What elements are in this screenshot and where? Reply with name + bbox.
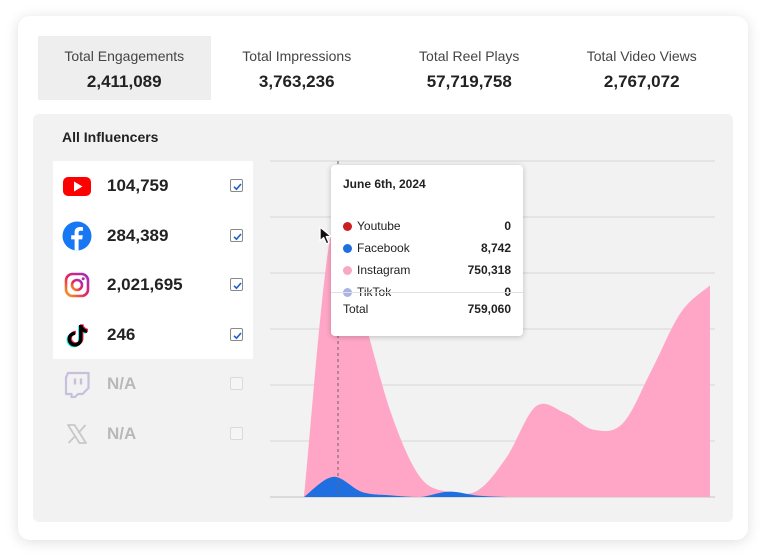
platform-value: N/A xyxy=(107,423,137,443)
legend-dot xyxy=(343,266,352,275)
platform-value: 246 xyxy=(107,324,136,344)
platform-checkbox-instagram[interactable] xyxy=(230,278,243,292)
legend-dot xyxy=(343,222,352,231)
stat-label: Total Video Views xyxy=(586,48,697,64)
tooltip-series-name: Youtube xyxy=(357,219,401,233)
tooltip-row-youtube: Youtube 0 xyxy=(343,218,511,234)
tooltip-series-value: 750,318 xyxy=(467,263,511,277)
legend-dot xyxy=(343,244,352,253)
platform-checkbox-tiktok[interactable] xyxy=(230,327,243,341)
tooltip-total-value: 759,060 xyxy=(467,302,511,316)
tooltip-total-label: Total xyxy=(343,302,369,316)
tiktok-icon xyxy=(66,323,88,348)
stat-label: Total Reel Plays xyxy=(419,48,520,64)
tooltip-total-row: Total 759,060 xyxy=(343,301,511,317)
stat-tab-video-views[interactable]: Total Video Views 2,767,072 xyxy=(555,36,728,100)
x-icon xyxy=(67,424,87,444)
stat-label: Total Impressions xyxy=(242,48,352,64)
twitch-icon xyxy=(64,372,90,399)
facebook-icon xyxy=(62,221,92,251)
tooltip-divider xyxy=(331,292,523,293)
mouse-pointer-icon xyxy=(319,226,333,245)
platform-row-instagram: 2,021,695 xyxy=(53,260,253,310)
tooltip-row-instagram: Instagram 750,318 xyxy=(343,262,511,278)
panel-title: All Influencers xyxy=(62,129,159,145)
platform-row-youtube: 104,759 xyxy=(53,161,253,211)
platform-value: 284,389 xyxy=(107,225,169,245)
tooltip-row-facebook: Facebook 8,742 xyxy=(343,240,511,256)
platform-checkbox-x[interactable] xyxy=(230,426,243,440)
platform-row-x: N/A xyxy=(53,409,253,459)
stat-value: 2,767,072 xyxy=(603,72,680,91)
tooltip-date: June 6th, 2024 xyxy=(343,177,426,191)
stat-tab-reel-plays[interactable]: Total Reel Plays 57,719,758 xyxy=(383,36,556,100)
stat-label: Total Engagements xyxy=(64,48,185,64)
platform-value: N/A xyxy=(107,374,137,394)
tooltip-series-value: 0 xyxy=(504,219,511,233)
instagram-icon xyxy=(64,272,90,298)
platform-list: 104,759 284,389 xyxy=(53,161,253,459)
tooltip-series-name: Facebook xyxy=(357,241,410,255)
stat-value: 57,719,758 xyxy=(426,72,512,91)
stat-tab-engagements[interactable]: Total Engagements 2,411,089 xyxy=(38,36,211,100)
platform-checkbox-youtube[interactable] xyxy=(230,179,243,192)
platform-row-tiktok: 246 xyxy=(53,309,253,360)
chart-tooltip: June 6th, 2024 Youtube 0 Facebook 8,742 … xyxy=(331,165,523,336)
stat-value: 2,411,089 xyxy=(86,72,162,91)
platform-value: 104,759 xyxy=(107,176,169,195)
facebook-area xyxy=(304,476,710,497)
platform-value: 2,021,695 xyxy=(107,275,183,295)
stats-bar: Total Engagements 2,411,089 Total Impres… xyxy=(38,36,728,100)
tooltip-series-value: 8,742 xyxy=(480,241,511,255)
platform-checkbox-twitch[interactable] xyxy=(230,377,243,391)
stat-value: 3,763,236 xyxy=(258,72,335,91)
platform-row-twitch: N/A xyxy=(53,359,253,409)
youtube-icon xyxy=(63,177,91,196)
platform-checkbox-facebook[interactable] xyxy=(230,228,243,242)
platform-row-facebook: 284,389 xyxy=(53,210,253,261)
stat-tab-impressions[interactable]: Total Impressions 3,763,236 xyxy=(210,36,383,100)
tooltip-series-name: Instagram xyxy=(357,263,411,277)
